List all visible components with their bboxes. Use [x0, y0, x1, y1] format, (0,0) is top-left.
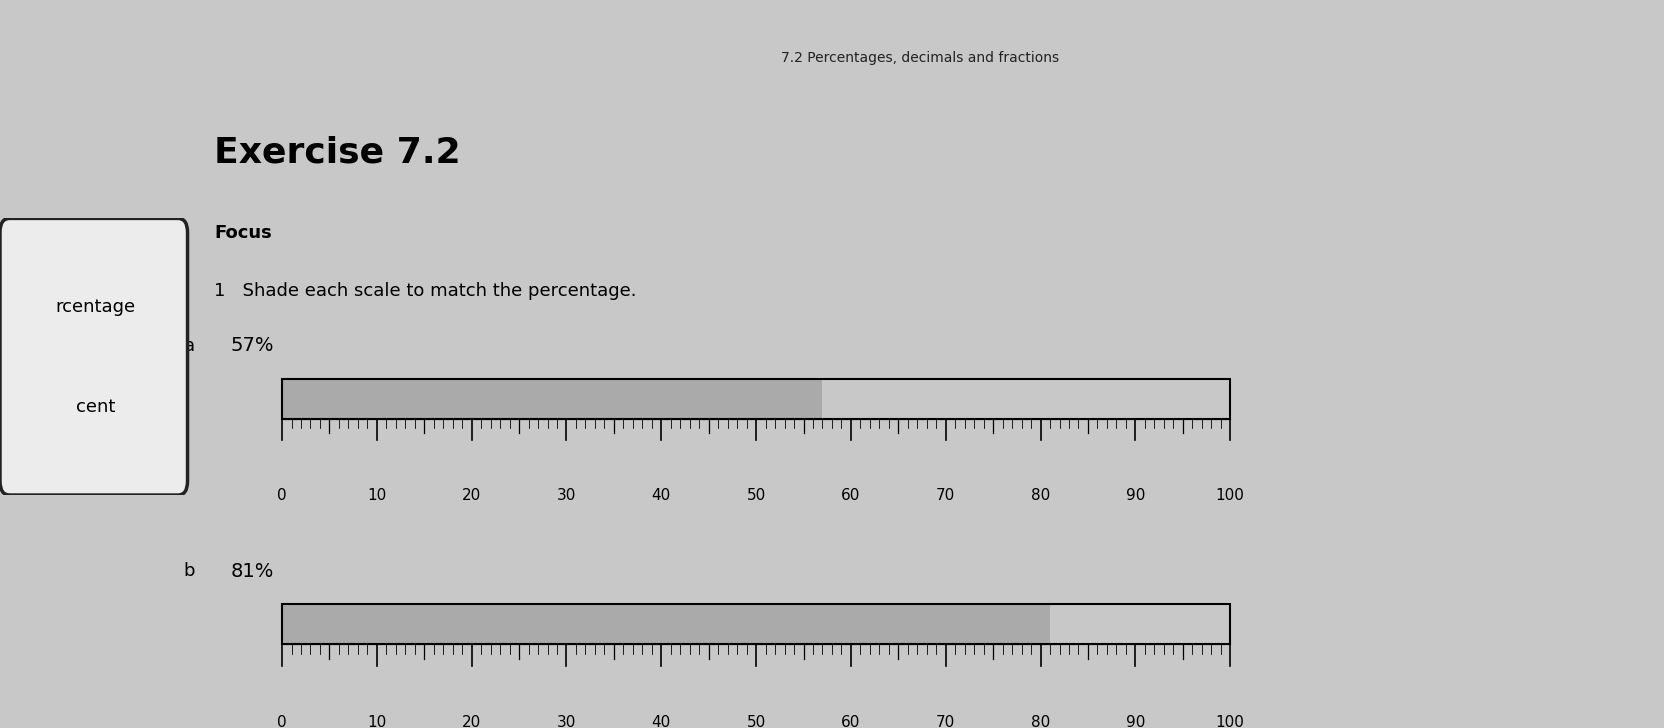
Text: 90: 90	[1125, 488, 1145, 503]
Text: 80: 80	[1032, 488, 1050, 503]
Text: 30: 30	[557, 488, 576, 503]
Bar	[283, 379, 822, 419]
Text: 10: 10	[368, 715, 386, 728]
Text: 10: 10	[368, 488, 386, 503]
Text: 60: 60	[842, 715, 860, 728]
Text: cent: cent	[77, 397, 115, 416]
Text: 0: 0	[278, 488, 286, 503]
Text: 40: 40	[652, 715, 671, 728]
Text: 70: 70	[937, 488, 955, 503]
Text: a: a	[183, 337, 195, 355]
Bar	[283, 604, 1230, 644]
Text: 100: 100	[1216, 488, 1245, 503]
Text: 50: 50	[747, 488, 765, 503]
Text: 80: 80	[1032, 715, 1050, 728]
Text: rcentage: rcentage	[55, 298, 136, 316]
Text: 30: 30	[557, 715, 576, 728]
Text: Exercise 7.2: Exercise 7.2	[215, 136, 461, 170]
Bar	[283, 604, 1050, 644]
Text: 20: 20	[463, 715, 481, 728]
Text: 57%: 57%	[230, 336, 275, 355]
Text: 81%: 81%	[230, 562, 273, 581]
Text: b: b	[183, 563, 195, 580]
Text: 50: 50	[747, 715, 765, 728]
Text: 70: 70	[937, 715, 955, 728]
Text: 60: 60	[842, 488, 860, 503]
Text: Focus: Focus	[215, 224, 273, 242]
Text: 100: 100	[1216, 715, 1245, 728]
Text: 40: 40	[652, 488, 671, 503]
Text: 7.2 Percentages, decimals and fractions: 7.2 Percentages, decimals and fractions	[780, 51, 1058, 66]
Text: 0: 0	[278, 715, 286, 728]
Bar	[283, 379, 1230, 419]
Text: 90: 90	[1125, 715, 1145, 728]
FancyBboxPatch shape	[0, 218, 188, 495]
Text: 20: 20	[463, 488, 481, 503]
Text: 1   Shade each scale to match the percentage.: 1 Shade each scale to match the percenta…	[215, 282, 637, 300]
